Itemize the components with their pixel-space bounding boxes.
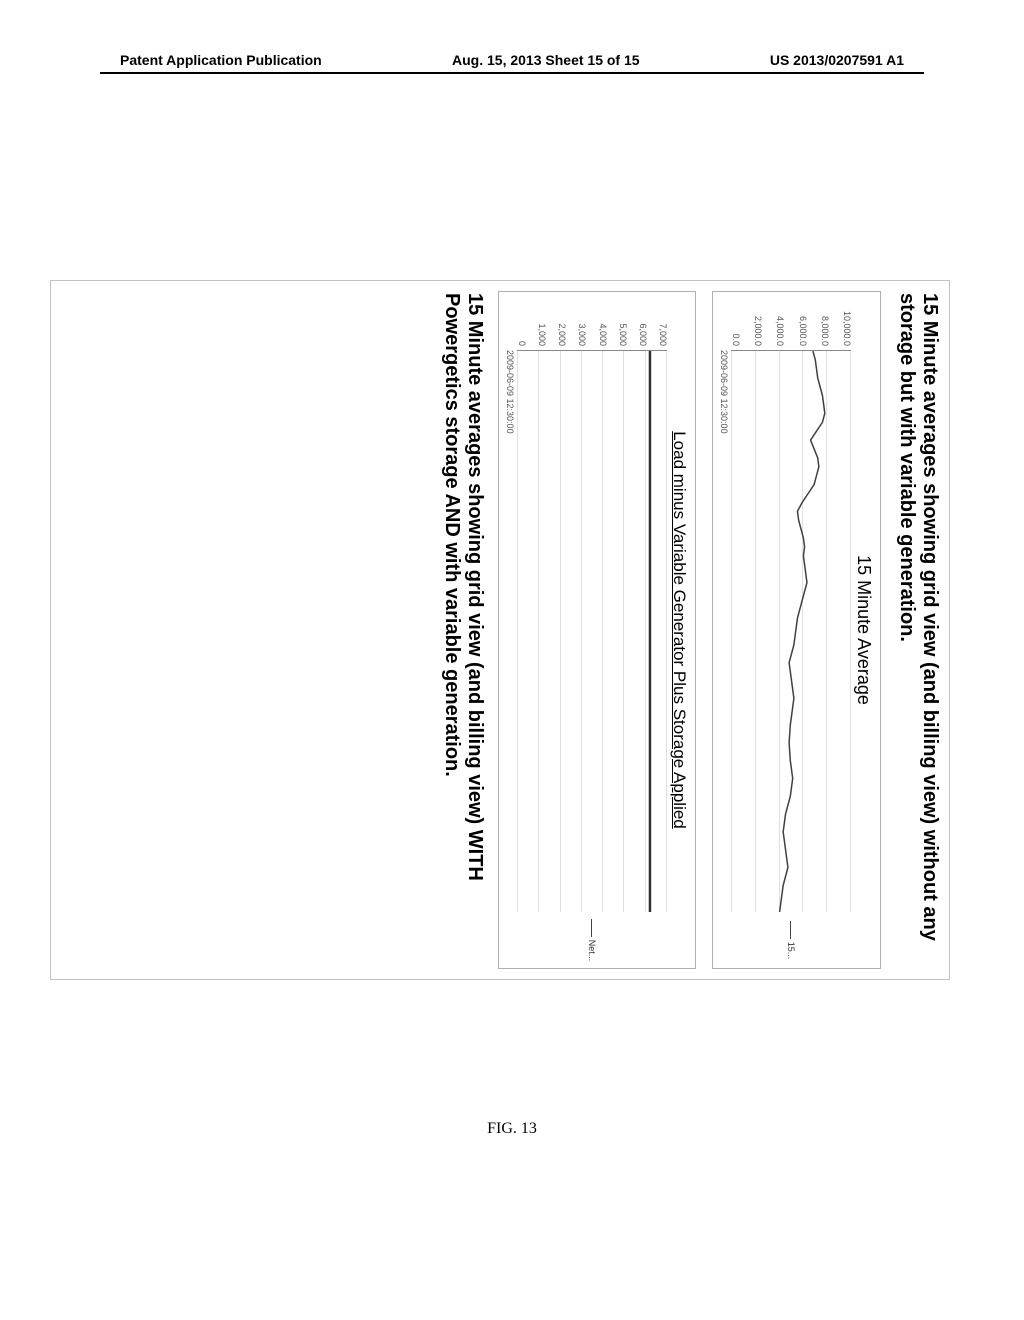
chart-2-legend: Net... xyxy=(517,912,667,968)
header-right: US 2013/0207591 A1 xyxy=(770,52,904,68)
y-tick: 8,000.0 xyxy=(820,292,829,346)
legend-line-icon xyxy=(592,919,593,937)
y-tick: 4,000 xyxy=(598,292,607,346)
y-tick: 6,000 xyxy=(638,292,647,346)
header-center: Aug. 15, 2013 Sheet 15 of 15 xyxy=(452,52,640,68)
chart-2-y-axis: 7,000 6,000 5,000 4,000 3,000 2,000 1,000 0 xyxy=(517,292,667,350)
caption-top: 15 Minute averages showing grid view (an… xyxy=(887,281,949,979)
figure-container: 15 Minute averages showing grid view (an… xyxy=(50,280,950,980)
page-header: Patent Application Publication Aug. 15, … xyxy=(0,52,1024,68)
chart1-series xyxy=(732,351,851,912)
chart-1-legend: 15... xyxy=(731,912,851,968)
chart2-series xyxy=(518,351,667,912)
chart-1-plot-area xyxy=(731,350,851,912)
chart-2-title: Load minus Variable Generator Plus Stora… xyxy=(667,292,695,968)
y-tick: 3,000 xyxy=(577,292,586,346)
y-tick: 2,000.0 xyxy=(753,292,762,346)
y-tick: 5,000 xyxy=(618,292,627,346)
y-tick: 0.0 xyxy=(731,292,740,346)
chart-2-plot-area xyxy=(517,350,667,912)
chart-2-x-label: 2009-06-09 12:30:00 xyxy=(499,292,517,968)
y-tick: 6,000.0 xyxy=(798,292,807,346)
y-tick: 7,000 xyxy=(658,292,667,346)
y-tick: 2,000 xyxy=(557,292,566,346)
header-rule xyxy=(100,72,924,74)
chart-1-legend-label: 15... xyxy=(786,942,796,960)
y-tick: 4,000.0 xyxy=(775,292,784,346)
y-tick: 10,000.0 xyxy=(842,292,851,346)
chart-1-x-label: 2009-06-09 12:30:00 xyxy=(713,292,731,968)
figure-label: FIG. 13 xyxy=(0,1120,1024,1138)
y-tick: 1,000 xyxy=(537,292,546,346)
chart-2: Load minus Variable Generator Plus Stora… xyxy=(498,291,696,969)
chart-1: 15 Minute Average 10,000.0 8,000.0 6,000.0… xyxy=(712,291,881,969)
header-left: Patent Application Publication xyxy=(120,52,322,68)
y-tick: 0 xyxy=(517,292,526,346)
chart-1-y-axis: 10,000.0 8,000.0 6,000.0 4,000.0 2,000.0 0.0 xyxy=(731,292,851,350)
chart-2-legend-label: Net... xyxy=(587,940,597,962)
caption-bottom: 15 Minute averages showing grid view (an… xyxy=(432,281,494,979)
legend-line-icon xyxy=(791,921,792,939)
chart-1-title: 15 Minute Average xyxy=(851,292,880,968)
